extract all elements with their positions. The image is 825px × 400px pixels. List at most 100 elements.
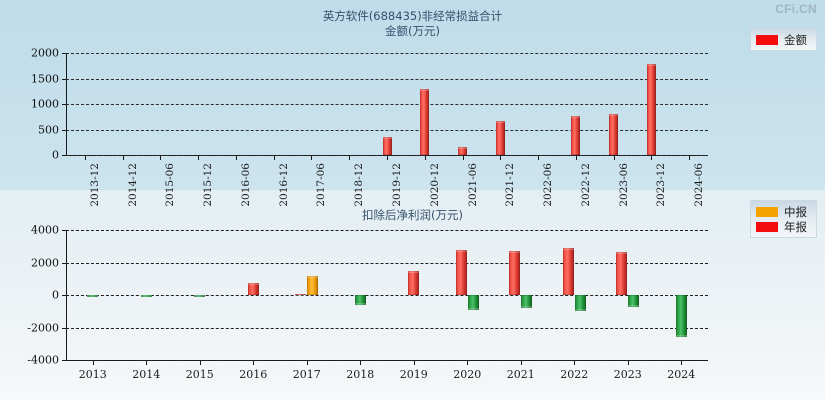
- bar-2017-年报[interactable]: [295, 293, 307, 296]
- bar-2014-年报[interactable]: [140, 294, 152, 297]
- gridline: [66, 360, 708, 361]
- x-axis-tick-mark: [146, 360, 148, 365]
- x-axis-tick-mark: [467, 360, 469, 365]
- x-axis-tick-mark: [538, 155, 540, 160]
- bar-2022-年报[interactable]: [562, 247, 574, 295]
- bar-2024-中报[interactable]: [675, 295, 687, 338]
- x-axis-tick-mark: [613, 155, 615, 160]
- y-axis-tick-label: 1000: [31, 97, 59, 111]
- x-axis-tick-label: 2024-06: [693, 163, 706, 207]
- bar-2020-中报[interactable]: [467, 295, 479, 310]
- bar-highlight: [571, 116, 581, 119]
- bar-2021-12-金额[interactable]: [495, 121, 505, 155]
- x-axis-tick-mark: [689, 155, 691, 160]
- legend-swatch-icon: [756, 221, 778, 232]
- x-axis-tick-mark: [651, 155, 653, 160]
- x-axis-tick-mark: [424, 155, 426, 160]
- bar-2021-06-金额[interactable]: [458, 146, 468, 155]
- x-axis-tick-mark: [387, 155, 388, 160]
- bar-highlight: [354, 302, 366, 305]
- bar-2023-年报[interactable]: [616, 252, 628, 295]
- x-axis-tick-label: 2022-12: [579, 163, 592, 207]
- bar-highlight: [467, 307, 479, 310]
- x-axis-tick-label: 2016-12: [277, 163, 290, 207]
- y-axis-tick-mark: [62, 360, 66, 361]
- y-axis-tick-label: 0: [52, 148, 59, 162]
- x-axis-tick-mark: [306, 360, 308, 365]
- x-axis-tick-label: 2021-12: [504, 163, 517, 207]
- bar-highlight: [675, 335, 687, 338]
- x-axis-tick-label: 2015-12: [202, 163, 215, 207]
- x-axis-tick-label: 2015: [185, 368, 214, 381]
- legend-label: 年报: [784, 219, 807, 234]
- upper-chart-legend[interactable]: 金额: [750, 28, 817, 51]
- y-axis-tick-label: 0: [52, 288, 59, 302]
- upper-legend-item[interactable]: 金额: [756, 32, 807, 47]
- x-axis-tick-label: 2019-12: [391, 163, 403, 207]
- bar-highlight: [646, 64, 656, 67]
- legend-swatch-icon: [756, 34, 778, 45]
- bar-2021-中报[interactable]: [521, 295, 533, 308]
- bar-2017-中报[interactable]: [307, 276, 319, 295]
- bar-2022-12-金额[interactable]: [571, 116, 581, 155]
- gridline: [66, 104, 708, 105]
- x-axis-tick-label: 2019: [399, 368, 428, 381]
- watermark-label: CFi.CN: [775, 2, 817, 16]
- bar-2020-12-金额[interactable]: [420, 89, 430, 155]
- x-axis-tick-mark: [500, 155, 502, 160]
- bar-2020-年报[interactable]: [455, 250, 467, 295]
- x-axis-tick-label: 2023-06: [617, 163, 630, 207]
- bar-highlight: [87, 294, 99, 297]
- lower-legend-item[interactable]: 年报: [756, 219, 807, 234]
- x-axis-tick-mark: [349, 155, 351, 160]
- gridline: [66, 295, 708, 296]
- bar-2019-年报[interactable]: [408, 271, 420, 295]
- y-axis-tick-mark: [62, 295, 66, 296]
- y-axis-tick-mark: [62, 262, 66, 264]
- upper-chart-panel: [0, 0, 825, 190]
- x-axis-tick-mark: [681, 360, 683, 365]
- y-axis-tick-label: -4000: [27, 353, 59, 367]
- legend-label: 金额: [784, 32, 807, 47]
- bar-2023-06-金额[interactable]: [609, 113, 619, 155]
- y-axis-tick-mark: [62, 327, 66, 329]
- x-axis-tick-label: 2016: [239, 368, 268, 381]
- bar-2019-12-金额[interactable]: [382, 136, 392, 155]
- bar-highlight: [194, 294, 206, 297]
- bar-2021-年报[interactable]: [509, 251, 521, 295]
- x-axis-tick-mark: [360, 360, 362, 365]
- y-axis-tick-label: 1500: [31, 72, 59, 85]
- gridline: [66, 327, 708, 329]
- bar-2018-年报[interactable]: [354, 295, 366, 305]
- bar-2016-年报[interactable]: [247, 283, 259, 295]
- x-axis-tick-label: 2014-12: [126, 163, 139, 207]
- lower-legend-item[interactable]: 中报: [756, 204, 807, 219]
- bar-highlight: [609, 113, 619, 116]
- bar-2013-年报[interactable]: [87, 294, 99, 297]
- bar-2015-年报[interactable]: [194, 294, 206, 297]
- upper-plot-area: 0 500 1000 1500 2000 2013-12 2014-12 2015-06 20…: [31, 47, 708, 207]
- lower-chart-legend[interactable]: 中报 年报: [750, 200, 817, 238]
- x-axis-tick-mark: [462, 155, 464, 160]
- bar-highlight: [140, 294, 152, 297]
- y-axis-tick-label: -2000: [27, 321, 59, 334]
- gridline: [66, 78, 708, 80]
- x-axis-tick-label: 2024: [667, 368, 696, 381]
- x-axis-tick-mark: [198, 155, 200, 160]
- bar-highlight: [408, 271, 420, 274]
- bar-highlight: [495, 121, 505, 124]
- bar-highlight: [382, 136, 392, 139]
- x-axis-tick-mark: [413, 360, 415, 365]
- bar-2023-中报[interactable]: [628, 295, 640, 307]
- bar-2022-中报[interactable]: [574, 295, 586, 312]
- bar-highlight: [247, 283, 259, 286]
- bar-2023-12-金额[interactable]: [646, 64, 656, 155]
- upper-chart-subtitle: 金额(万元): [385, 24, 440, 38]
- x-axis-tick-mark: [253, 360, 255, 365]
- y-axis-tick-mark: [62, 53, 66, 54]
- x-axis-tick-label: 2020: [453, 368, 482, 381]
- lower-chart-title: 扣除后净利润(万元): [362, 208, 463, 222]
- y-axis-tick-mark: [62, 129, 66, 131]
- x-axis-tick-mark: [575, 155, 577, 160]
